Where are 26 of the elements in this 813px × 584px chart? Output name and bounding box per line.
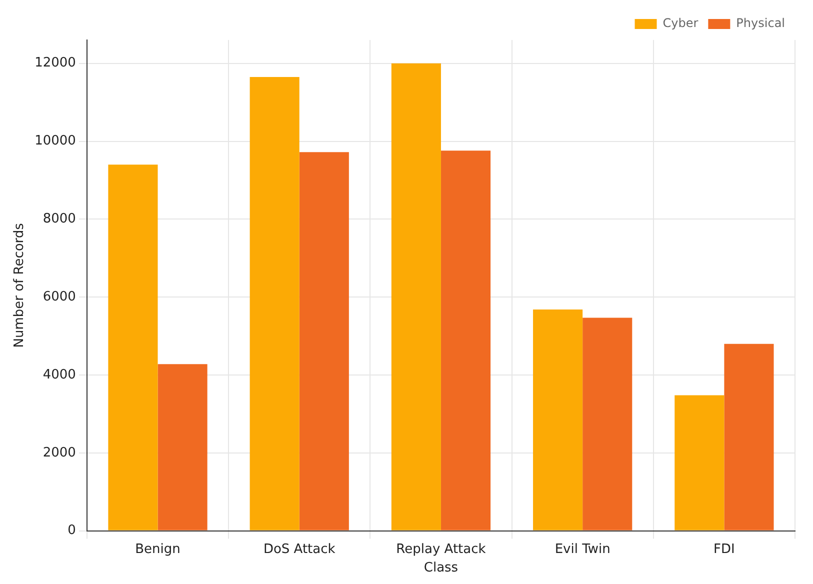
bar: [391, 63, 441, 530]
x-tick-label: DoS Attack: [263, 542, 336, 557]
bar: [674, 395, 724, 530]
x-tick-label: Replay Attack: [396, 542, 486, 557]
bar: [440, 150, 491, 530]
y-axis-title: Number of Records: [12, 222, 28, 348]
bar: [250, 77, 300, 530]
legend-label: Physical: [736, 16, 786, 30]
bar: [108, 164, 158, 530]
y-tick-label: 10000: [34, 134, 76, 149]
y-tick-label: 6000: [42, 289, 76, 304]
bar: [158, 364, 208, 530]
y-tick-label: 0: [68, 523, 76, 538]
bar: [299, 152, 349, 530]
x-tick-label: Evil Twin: [554, 542, 610, 557]
bar: [724, 344, 774, 530]
x-tick-label: FDI: [714, 542, 735, 557]
legend-label: Cyber: [662, 16, 698, 30]
y-tick-label: 8000: [42, 212, 76, 227]
y-tick-label: 4000: [42, 367, 76, 382]
bar: [582, 318, 632, 530]
y-tick-label: 12000: [34, 56, 76, 71]
bar: [533, 310, 583, 530]
x-axis-title: Class: [424, 560, 458, 576]
y-tick-label: 2000: [42, 445, 76, 460]
x-tick-label: Benign: [135, 542, 180, 557]
